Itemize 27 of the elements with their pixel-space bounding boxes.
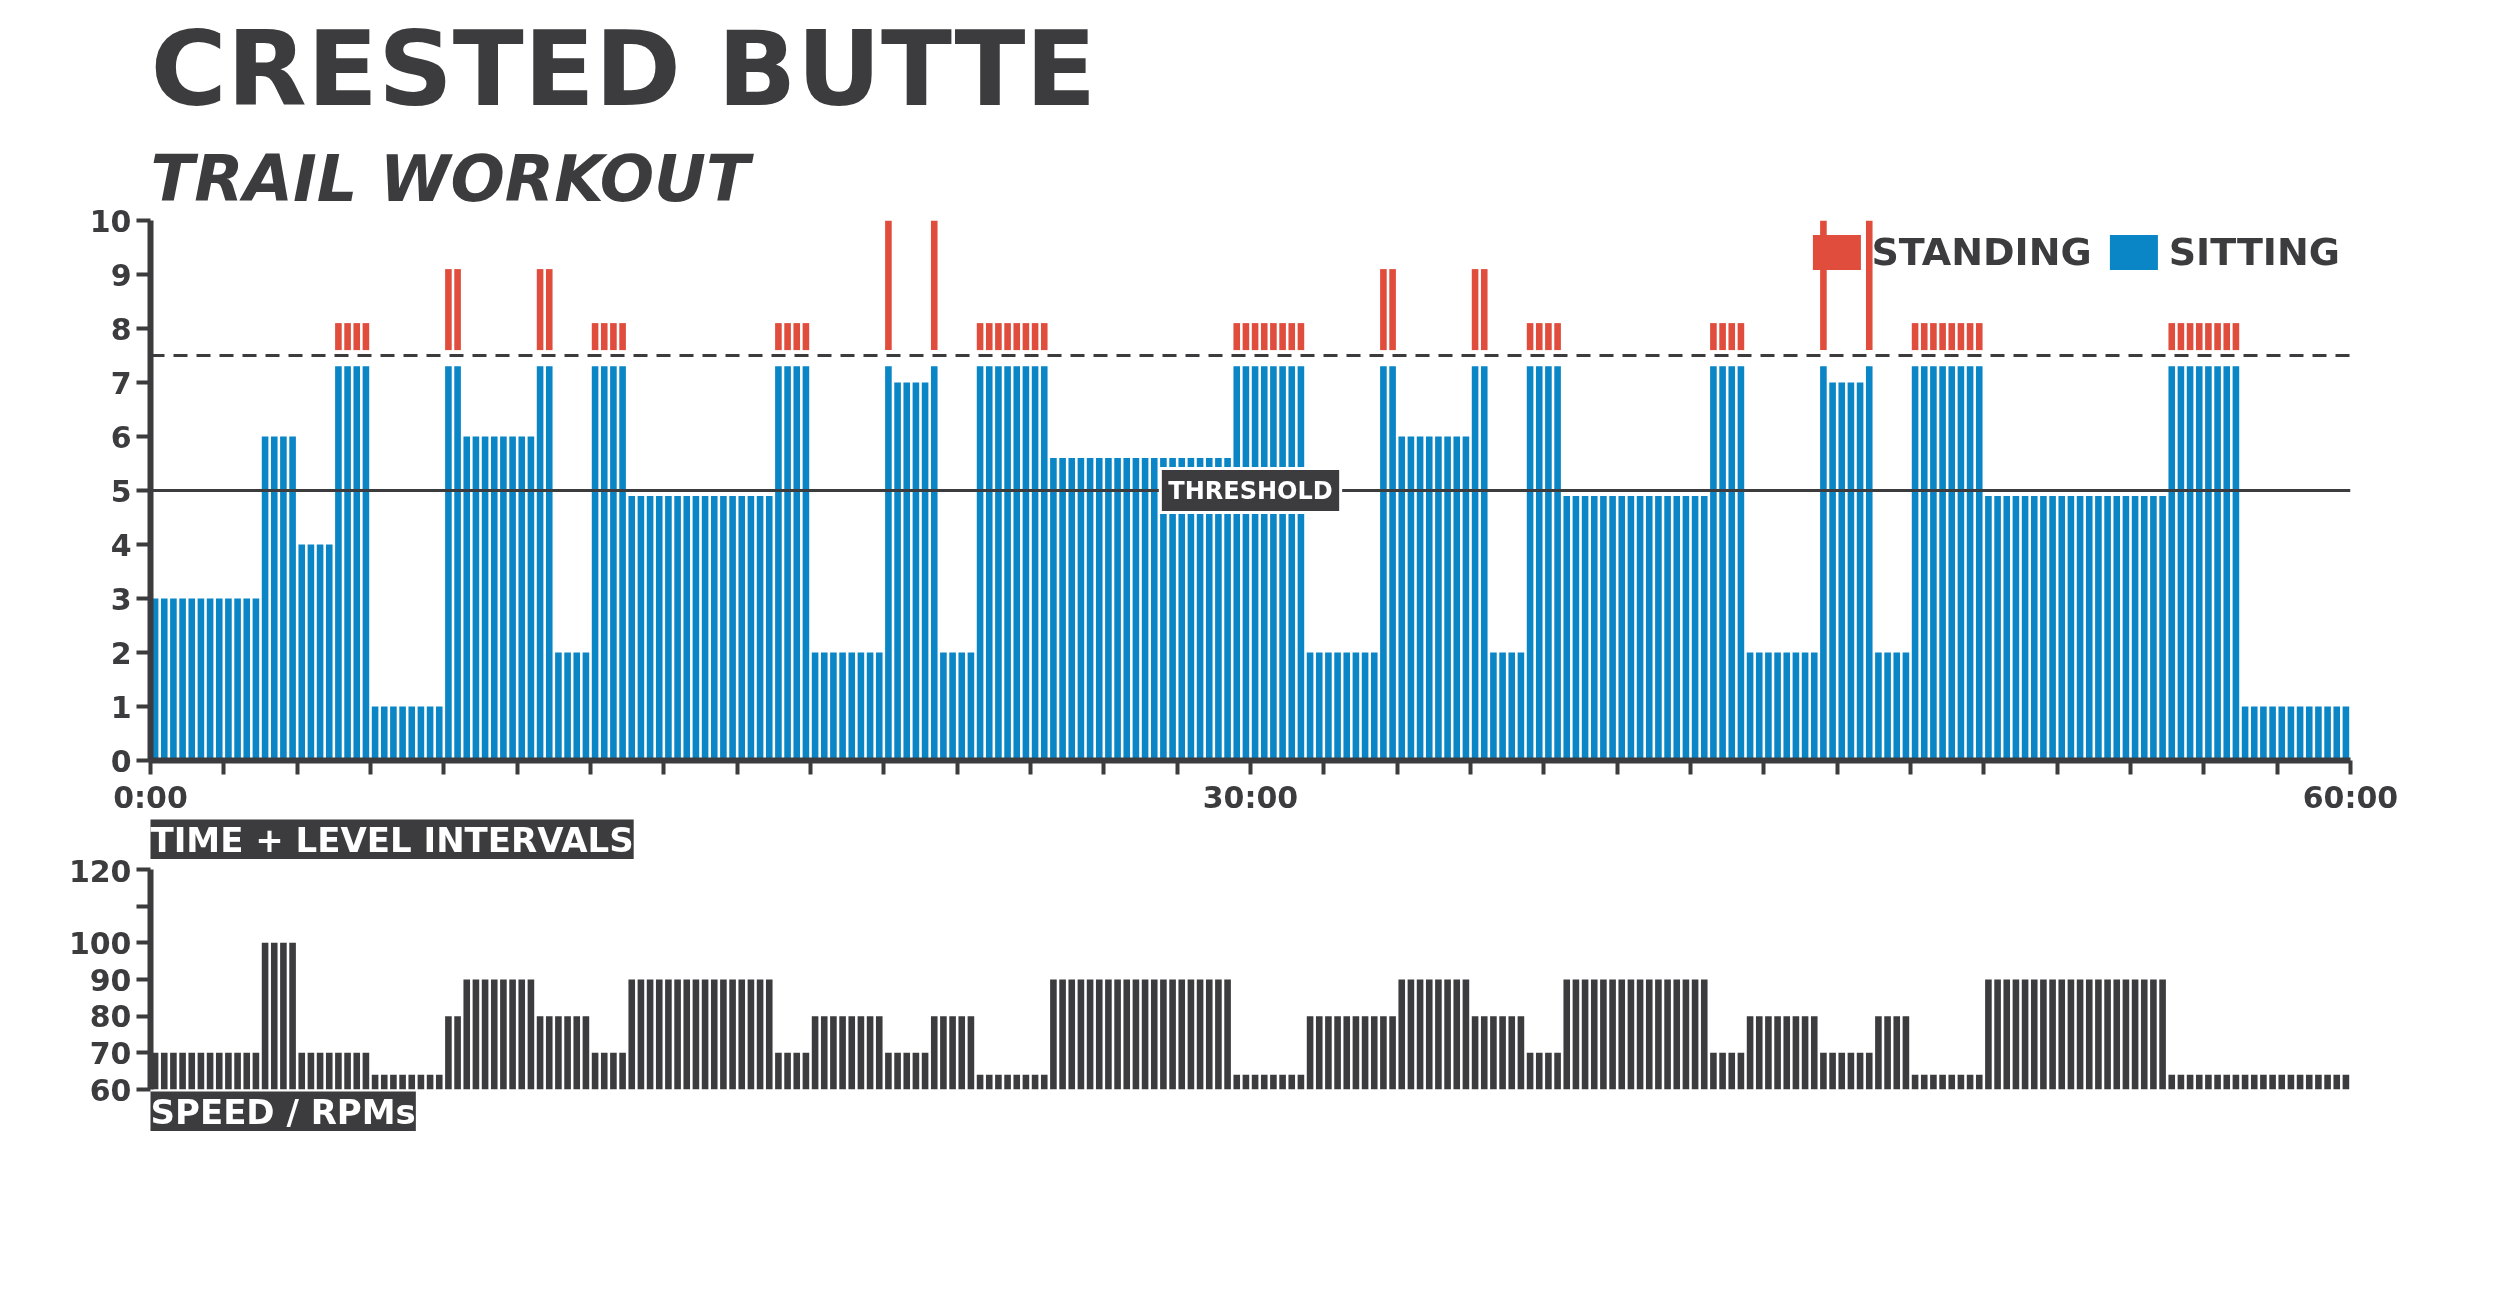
y-tick-label: 5	[110, 473, 132, 509]
legend-label: STANDING	[1871, 230, 2092, 274]
y-tick-label: 120	[68, 853, 132, 889]
legend-label: SITTING	[2168, 230, 2340, 274]
y-tick-label: 9	[110, 257, 132, 293]
y-tick-label: 100	[68, 925, 132, 961]
y-tick-label: 7	[110, 365, 132, 401]
y-tick-label: 60	[89, 1072, 132, 1108]
y-tick-label: 4	[110, 527, 132, 563]
x-tick-label: 0:00	[113, 779, 188, 815]
x-tick-label: 30:00	[1202, 779, 1299, 815]
y-tick-label: 3	[110, 581, 132, 617]
y-tick-label: 10	[89, 203, 132, 239]
chart-subtitle: TRAIL WORKOUT	[150, 141, 754, 216]
ref-line-label: THRESHOLD	[1168, 476, 1333, 505]
x-axis-title: SPEED / RPMs	[150, 1091, 416, 1132]
x-tick-label: 60:00	[2302, 779, 2399, 815]
y-tick-label: 6	[110, 419, 132, 455]
y-tick-label: 80	[89, 999, 132, 1035]
y-tick-label: 70	[89, 1035, 132, 1071]
y-tick-label: 2	[110, 635, 132, 671]
chart-title: CRESTED BUTTE	[150, 7, 1097, 130]
x-axis-title: TIME + LEVEL INTERVALS	[150, 819, 634, 860]
y-tick-label: 0	[110, 743, 132, 779]
y-tick-label: 8	[110, 311, 132, 347]
y-tick-label: 1	[110, 689, 132, 725]
y-tick-label: 90	[89, 962, 132, 998]
